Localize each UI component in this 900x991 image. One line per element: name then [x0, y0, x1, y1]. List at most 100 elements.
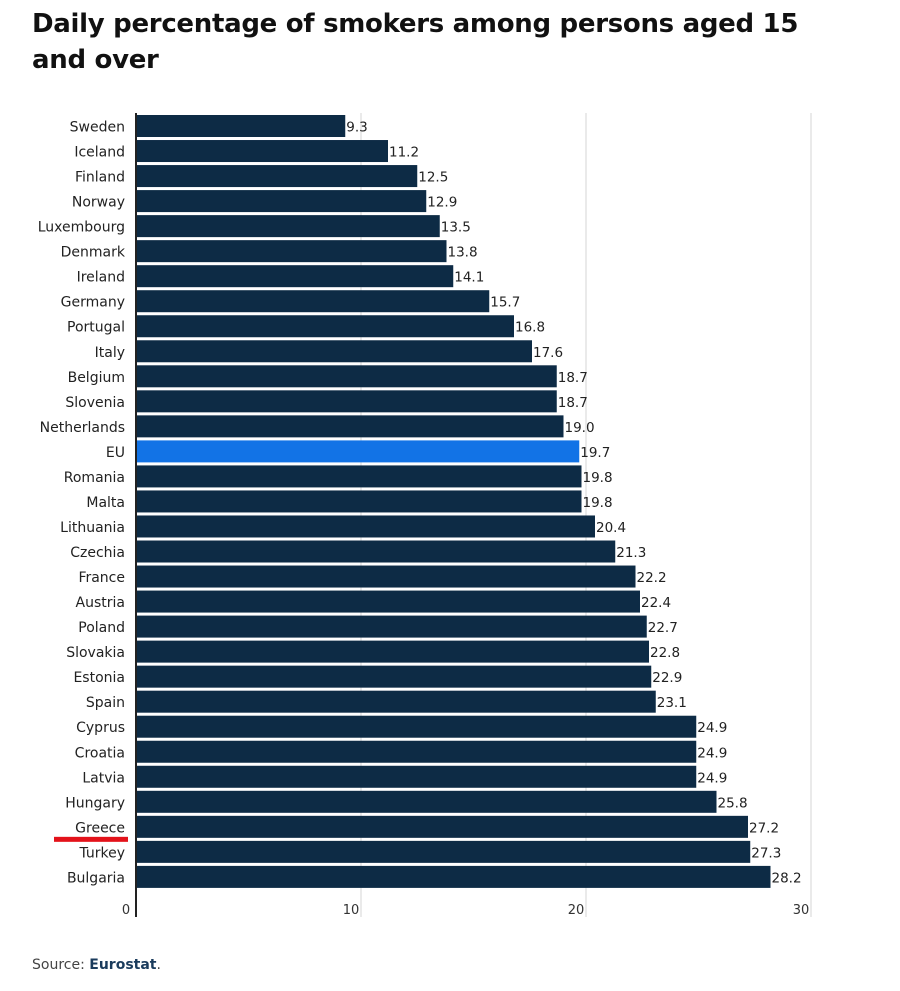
x-tick-label: 30: [793, 903, 810, 918]
category-label: Hungary: [65, 795, 125, 811]
value-labels: 9.3 11.2 12.5 12.9 13.5 13.8 14.1 15.7 16.8 17.6 1…: [346, 120, 801, 887]
category-label: Romania: [64, 470, 125, 486]
bar: [137, 340, 532, 363]
category-label: Norway: [72, 195, 125, 211]
bar: [137, 540, 616, 563]
category-label: Malta: [86, 495, 125, 511]
category-label: Bulgaria: [67, 870, 125, 886]
category-label: Poland: [78, 620, 125, 636]
category-labels: Sweden Iceland Finland Norway Luxembourg Denm…: [38, 120, 128, 886]
category-label: Denmark: [61, 245, 126, 261]
highlight-underline: [54, 836, 128, 842]
source-note: Source: Eurostat.: [32, 957, 161, 973]
data-label: 18.7: [558, 395, 588, 411]
bar: [137, 440, 580, 463]
x-tick-label: 20: [568, 903, 585, 918]
bar: [137, 840, 751, 863]
bar: [137, 315, 514, 338]
bar: [137, 215, 440, 238]
chart-title: Daily percentage of smokers among person…: [32, 9, 799, 75]
data-label: 21.3: [616, 545, 646, 561]
data-label: 11.2: [389, 145, 419, 161]
category-label: Ireland: [77, 270, 125, 286]
category-label: Czechia: [70, 545, 125, 561]
category-label: Croatia: [75, 745, 125, 761]
bar: [137, 815, 748, 838]
category-label: Cyprus: [76, 720, 125, 736]
data-label: 24.9: [697, 745, 727, 761]
bar: [137, 615, 647, 638]
data-label: 13.5: [441, 220, 471, 236]
bar: [137, 115, 346, 137]
category-label: Latvia: [82, 770, 125, 786]
x-tick-label: 10: [343, 903, 360, 918]
category-label: Netherlands: [40, 420, 125, 436]
category-label: Italy: [95, 345, 125, 361]
data-label: 23.1: [657, 695, 687, 711]
category-label: Finland: [75, 170, 125, 186]
axes: 0 10 20 30: [122, 113, 809, 918]
category-label: Austria: [76, 595, 125, 611]
bar: [137, 365, 557, 388]
data-label: 14.1: [454, 270, 484, 286]
data-label: 19.8: [583, 495, 613, 511]
category-label: Turkey: [78, 845, 125, 861]
data-label: 18.7: [558, 370, 588, 386]
category-label: Sweden: [70, 120, 125, 136]
data-label: 27.2: [749, 820, 779, 836]
data-label: 19.8: [583, 470, 613, 486]
category-label: Portugal: [67, 320, 125, 336]
data-label: 19.0: [565, 420, 595, 436]
data-label: 16.8: [515, 320, 545, 336]
bar: [137, 865, 771, 888]
x-tick-label: 0: [122, 903, 130, 918]
bar: [137, 740, 697, 763]
bar: [137, 415, 564, 438]
data-label: 22.2: [637, 570, 667, 586]
data-label: 25.8: [718, 795, 748, 811]
bar: [137, 565, 636, 588]
bar: [137, 240, 447, 263]
bar-chart: 9.3 11.2 12.5 12.9 13.5 13.8 14.1 15.7 16.8 17.6 1…: [38, 113, 812, 918]
category-label: Greece: [75, 820, 125, 836]
bar: [137, 765, 697, 788]
data-label: 12.9: [427, 195, 457, 211]
category-label: Iceland: [74, 145, 125, 161]
bar: [137, 665, 652, 688]
data-label: 9.3: [346, 120, 367, 136]
bar: [137, 265, 454, 288]
bar: [137, 790, 717, 813]
data-label: 28.2: [772, 870, 802, 886]
data-label: 22.8: [650, 645, 680, 661]
source-suffix: .: [156, 957, 161, 973]
data-label: 17.6: [533, 345, 563, 361]
bar: [137, 140, 388, 163]
category-label: Luxembourg: [38, 220, 125, 236]
category-label: Lithuania: [60, 520, 125, 536]
data-label: 22.4: [641, 595, 671, 611]
data-label: 12.5: [418, 170, 448, 186]
bar: [137, 290, 490, 313]
bar: [137, 590, 640, 613]
data-label: 22.7: [648, 620, 678, 636]
bars: [137, 115, 771, 888]
bar: [137, 165, 418, 188]
data-label: 15.7: [490, 295, 520, 311]
data-label: 19.7: [580, 445, 610, 461]
bar: [137, 515, 595, 538]
category-label: Germany: [61, 295, 125, 311]
bar: [137, 715, 697, 738]
category-label: Estonia: [73, 670, 125, 686]
data-label: 24.9: [697, 770, 727, 786]
category-label: Slovenia: [65, 395, 125, 411]
source-prefix: Source:: [32, 957, 90, 973]
category-label: Belgium: [68, 370, 125, 386]
bar: [137, 465, 582, 488]
source-link[interactable]: Eurostat: [89, 957, 157, 973]
bar: [137, 640, 649, 663]
data-label: 13.8: [448, 245, 478, 261]
data-label: 20.4: [596, 520, 626, 536]
data-label: 27.3: [751, 845, 781, 861]
bar: [137, 690, 656, 713]
bar: [137, 390, 557, 413]
